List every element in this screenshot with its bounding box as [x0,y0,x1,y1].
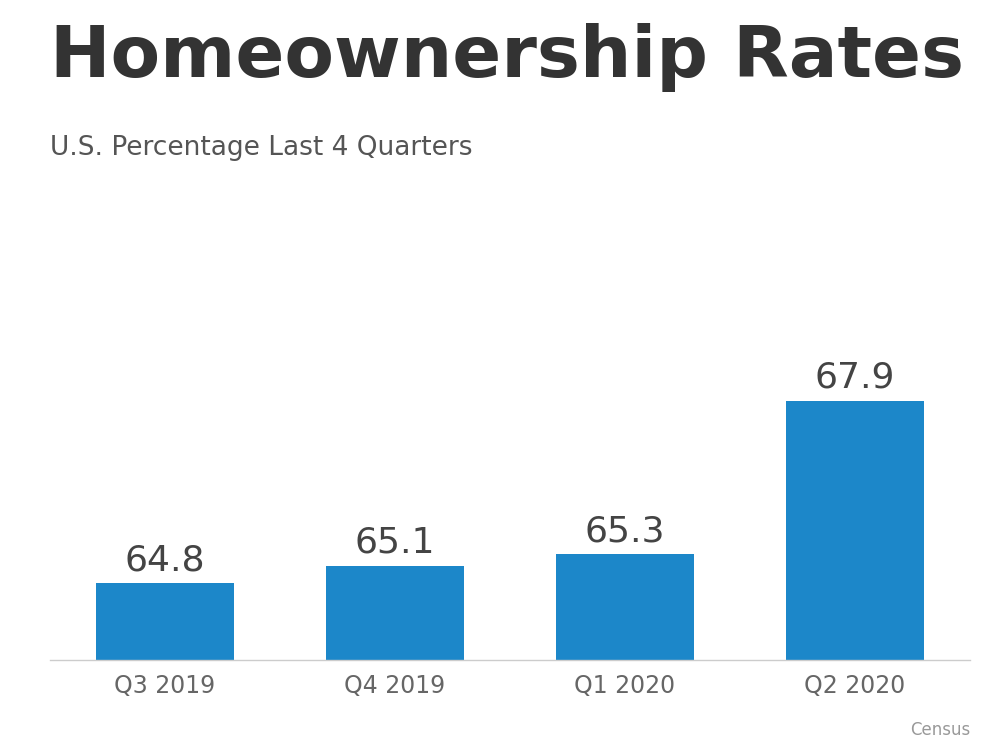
Text: 64.8: 64.8 [125,544,205,578]
Text: Homeownership Rates: Homeownership Rates [50,22,964,92]
Text: 67.9: 67.9 [815,361,895,394]
Bar [326,566,464,660]
Text: 65.1: 65.1 [355,526,435,560]
Bar [96,584,234,660]
Bar [786,400,924,660]
Text: 65.3: 65.3 [585,514,665,548]
Text: U.S. Percentage Last 4 Quarters: U.S. Percentage Last 4 Quarters [50,135,473,161]
Text: Census: Census [910,721,970,739]
Bar [556,554,694,660]
